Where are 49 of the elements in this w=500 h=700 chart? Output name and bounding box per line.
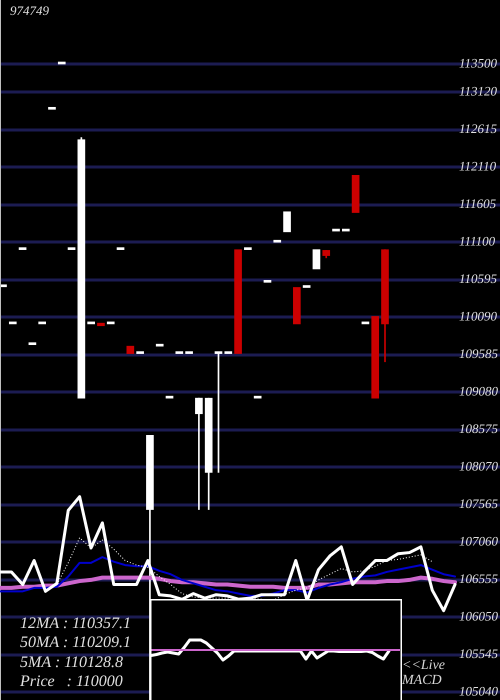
y-tick-label: 113500 <box>459 55 498 70</box>
y-tick-label: 106555 <box>459 571 498 586</box>
chart-title: 974749 <box>10 3 49 19</box>
candlestick <box>342 228 350 232</box>
y-tick-label: 105545 <box>459 646 498 662</box>
annotation: 5MA : 110128.8 <box>20 654 123 672</box>
candlestick <box>136 351 144 354</box>
candlestick <box>48 106 56 110</box>
y-tick-label: 112110 <box>459 158 497 174</box>
y-tick-label: 112615 <box>459 121 498 136</box>
candlestick <box>58 62 66 64</box>
y-tick-label: 108070 <box>459 458 498 474</box>
y-tick-label: 105040 <box>459 684 498 699</box>
candlestick <box>28 342 36 346</box>
candlestick <box>87 322 95 324</box>
y-tick-label: 113120 <box>459 84 498 99</box>
candlestick <box>156 344 164 347</box>
annotation: 50MA : 110209.1 <box>20 634 131 652</box>
candlestick <box>244 247 252 250</box>
y-tick-label: 109585 <box>459 346 498 362</box>
y-tick-label: 108575 <box>459 421 498 436</box>
y-tick-label: 107060 <box>459 534 498 549</box>
annotation: Price : 110000 <box>20 672 123 691</box>
candlestick <box>264 280 272 283</box>
text: <<Live MACD <box>402 658 446 688</box>
candlestick <box>166 396 174 398</box>
y-tick-label: 109080 <box>459 384 498 399</box>
y-tick-label: 110090 <box>459 308 498 324</box>
candlestick <box>116 247 124 250</box>
candlestick <box>332 228 340 232</box>
y-tick-label: 111605 <box>459 196 497 212</box>
candlestick <box>224 351 232 354</box>
y-tick-label: 106050 <box>459 608 498 624</box>
candlestick <box>254 396 262 398</box>
candlestick <box>175 351 184 354</box>
candlestick <box>38 322 46 324</box>
candlestick <box>8 322 17 324</box>
candlestick <box>106 322 115 324</box>
candlestick <box>68 247 76 250</box>
candlestick <box>18 247 26 250</box>
y-tick-label: 107565 <box>459 496 498 512</box>
y-tick-label: 110595 <box>459 271 498 286</box>
candlestick <box>362 322 370 324</box>
annotation: 12MA : 110357.1 <box>20 615 131 633</box>
candlestick <box>273 240 282 243</box>
candlestick <box>185 351 193 354</box>
y-tick-label: 111100 <box>459 234 496 249</box>
candlestick <box>214 351 222 473</box>
candlestick <box>302 285 310 288</box>
